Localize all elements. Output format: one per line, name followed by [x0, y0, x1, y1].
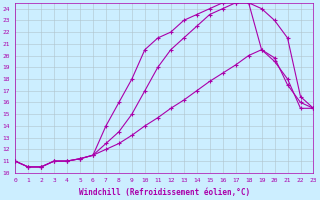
X-axis label: Windchill (Refroidissement éolien,°C): Windchill (Refroidissement éolien,°C): [79, 188, 250, 197]
